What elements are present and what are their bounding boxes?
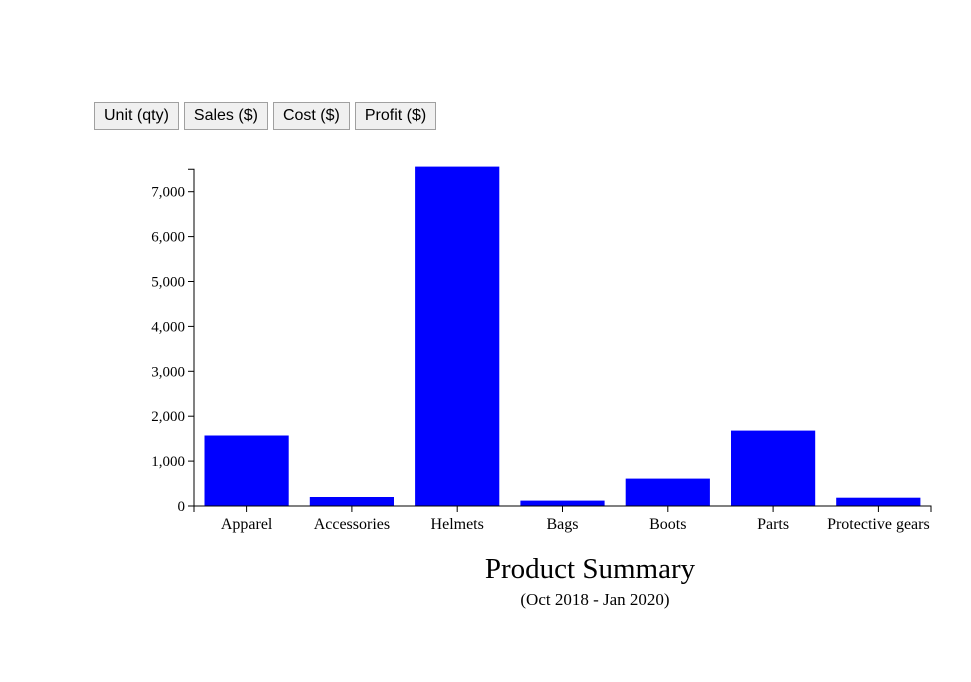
bar-parts — [731, 430, 816, 506]
x-axis-line — [193, 505, 932, 512]
x-tick-label: Boots — [649, 516, 686, 533]
y-tick-label: 6,000 — [151, 230, 185, 246]
x-tick-label: Bags — [547, 516, 579, 533]
cost-button[interactable]: Cost ($) — [272, 102, 350, 130]
chart-subtitle: (Oct 2018 - Jan 2020) — [520, 590, 670, 609]
x-tick-label: Protective gears — [827, 516, 930, 533]
x-tick-label: Parts — [757, 516, 789, 533]
bar-accessories — [309, 497, 394, 506]
x-tick-label: Helmets — [431, 516, 484, 533]
x-tick-label: Apparel — [221, 516, 273, 533]
bar-protective-gears — [836, 497, 921, 506]
profit-button[interactable]: Profit ($) — [354, 102, 437, 130]
x-tick-label: Accessories — [314, 516, 390, 533]
y-tick-label: 2,000 — [151, 409, 185, 425]
bar-apparel — [204, 435, 289, 506]
bar-helmets — [415, 166, 500, 506]
y-axis-line — [188, 168, 195, 507]
y-tick-label: 1,000 — [151, 454, 185, 470]
y-tick-label: 0 — [178, 499, 186, 515]
sales-button[interactable]: Sales ($) — [183, 102, 268, 130]
measure-toolbar: Unit (qty) Sales ($) Cost ($) Profit ($) — [94, 102, 437, 130]
y-tick-label: 5,000 — [151, 275, 185, 291]
unit-qty-button[interactable]: Unit (qty) — [94, 102, 179, 130]
chart-title: Product Summary — [484, 553, 696, 585]
bar-boots — [625, 478, 710, 506]
y-tick-label: 7,000 — [151, 185, 185, 201]
bar-bags — [520, 500, 605, 506]
y-tick-label: 4,000 — [151, 319, 185, 335]
y-tick-label: 3,000 — [151, 364, 185, 380]
